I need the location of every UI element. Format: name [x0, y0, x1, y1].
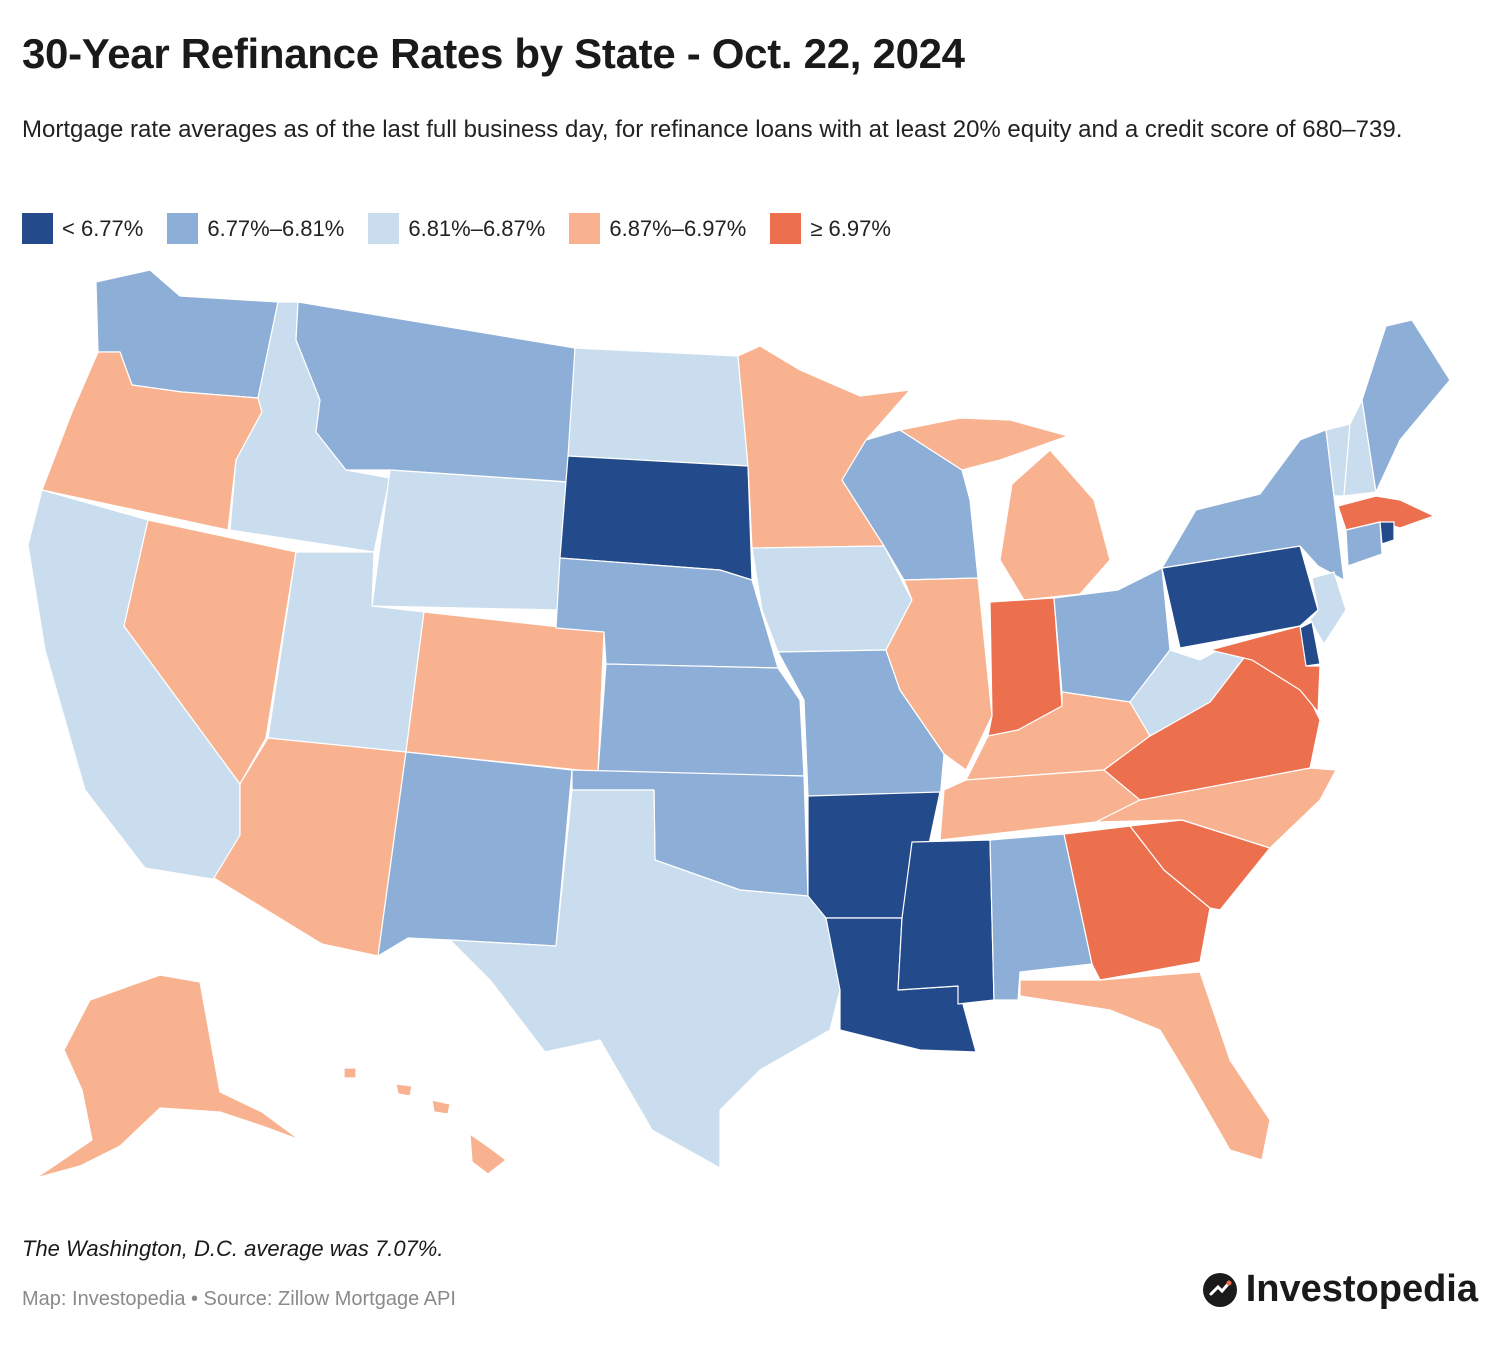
state-MD[interactable] [1209, 625, 1321, 713]
legend-label: < 6.77% [62, 215, 144, 241]
state-HI-oahu[interactable] [395, 1083, 413, 1097]
legend-item-5: ≥ 6.97% [770, 213, 891, 244]
legend-item-3: 6.81%–6.87% [368, 213, 545, 244]
legend-item-1: < 6.77% [22, 213, 143, 244]
us-map [27, 269, 1451, 1179]
state-NM[interactable] [377, 751, 573, 957]
legend-item-4: 6.87%–6.97% [569, 213, 746, 244]
state-CT[interactable] [1345, 521, 1383, 567]
chart-subtitle: Mortgage rate averages as of the last fu… [22, 116, 1403, 143]
legend-label: 6.77%–6.81% [207, 215, 345, 241]
chart-title: 30-Year Refinance Rates by State - Oct. … [22, 30, 965, 77]
state-ME[interactable] [1361, 319, 1451, 493]
legend-label: 6.87%–6.97% [609, 215, 747, 241]
footnote: The Washington, D.C. average was 7.07%. [22, 1236, 444, 1261]
state-MT[interactable] [295, 301, 576, 483]
state-MS[interactable] [897, 839, 995, 1005]
source-credit: Map: Investopedia • Source: Zillow Mortg… [22, 1288, 456, 1310]
state-NJ[interactable] [1309, 571, 1347, 645]
state-HI-big[interactable] [469, 1133, 507, 1175]
legend-label: ≥ 6.97% [810, 215, 891, 241]
state-NV[interactable] [123, 519, 297, 785]
legend-swatch [368, 213, 400, 244]
state-IA[interactable] [751, 545, 913, 653]
logo-wordmark: Investopedia [1245, 1268, 1478, 1310]
state-TX[interactable] [449, 789, 841, 1169]
state-WY[interactable] [371, 469, 567, 611]
state-IL[interactable] [885, 577, 993, 771]
state-HI-maui[interactable] [431, 1099, 451, 1115]
state-CO[interactable] [405, 611, 605, 773]
state-HI-kauai[interactable] [343, 1067, 357, 1079]
investopedia-logo: Investopedia [1202, 1268, 1478, 1311]
state-KS[interactable] [597, 663, 805, 777]
state-MI-UP[interactable] [899, 417, 1069, 471]
state-RI[interactable] [1379, 521, 1395, 545]
legend-swatch [770, 213, 802, 244]
state-AK[interactable] [35, 974, 301, 1179]
state-FL[interactable] [1019, 971, 1271, 1161]
legend-item-2: 6.77%–6.81% [167, 213, 344, 244]
state-MI[interactable] [999, 449, 1111, 601]
legend-label: 6.81%–6.87% [408, 215, 546, 241]
legend-swatch [22, 213, 53, 244]
state-ND[interactable] [567, 347, 749, 467]
legend-swatch [167, 213, 199, 244]
investopedia-mark-icon [1202, 1272, 1237, 1307]
legend: < 6.77% 6.77%–6.81% 6.81%–6.87% 6.87%–6.… [22, 213, 915, 244]
state-NC[interactable] [1095, 767, 1337, 849]
legend-swatch [569, 213, 601, 244]
